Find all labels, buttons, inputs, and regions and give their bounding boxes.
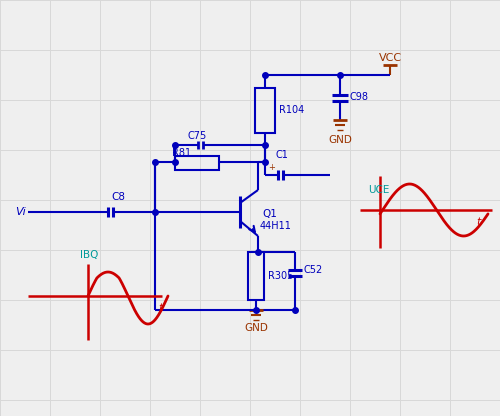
Text: GND: GND <box>328 135 352 145</box>
Text: C52: C52 <box>304 265 323 275</box>
Text: UCE: UCE <box>368 185 390 195</box>
Text: VCC: VCC <box>378 53 402 63</box>
Text: Vi: Vi <box>15 207 26 217</box>
Bar <box>248 252 264 300</box>
Text: t: t <box>158 303 162 313</box>
Text: C98: C98 <box>350 92 369 102</box>
Bar <box>175 156 219 170</box>
Text: t: t <box>476 217 480 227</box>
Text: 44H11: 44H11 <box>260 221 292 231</box>
Bar <box>255 88 275 133</box>
Text: C8: C8 <box>111 192 125 202</box>
Text: C1: C1 <box>275 150 288 160</box>
Text: R81: R81 <box>172 148 191 158</box>
Text: Q1: Q1 <box>262 209 277 219</box>
Text: +: + <box>268 163 276 173</box>
Text: R104: R104 <box>279 105 304 115</box>
Text: C75: C75 <box>188 131 208 141</box>
Text: R305: R305 <box>268 271 293 281</box>
Text: IBQ: IBQ <box>80 250 98 260</box>
Text: GND: GND <box>244 323 268 333</box>
